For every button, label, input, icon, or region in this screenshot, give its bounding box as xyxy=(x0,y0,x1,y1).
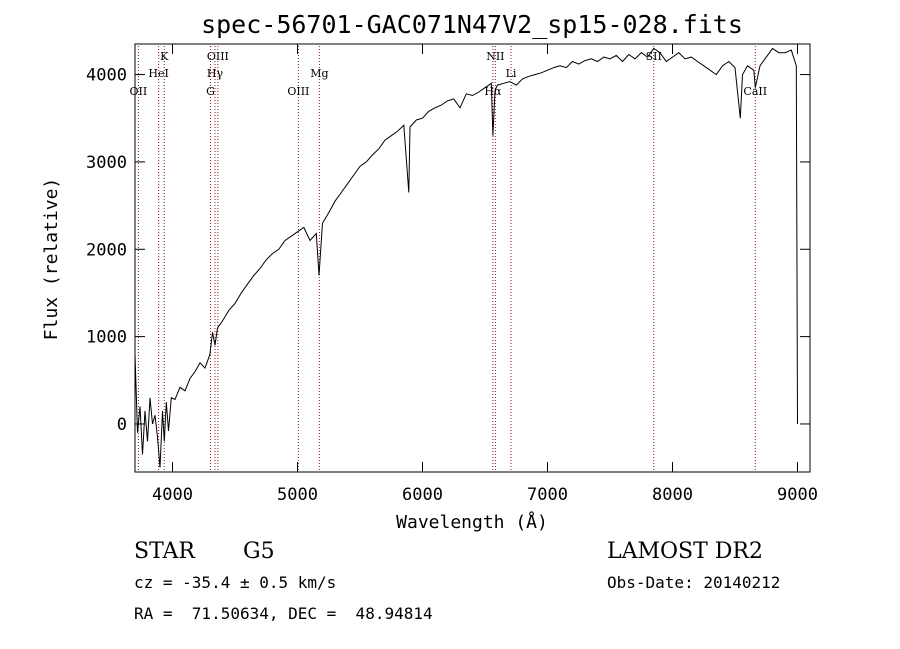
line-label-4: Hγ xyxy=(207,67,224,80)
x-tick-label-5: 9000 xyxy=(777,485,818,505)
x-tick-label-0: 4000 xyxy=(152,485,193,505)
redshift-text: cz = -35.4 ± 0.5 km/s xyxy=(134,573,337,592)
line-label-5: G xyxy=(206,85,215,98)
line-label-1: K xyxy=(160,50,169,63)
radec-text: RA = 71.50634, DEC = 48.94814 xyxy=(134,604,433,623)
y-axis-label: Flux (relative) xyxy=(41,178,62,341)
object-class: STAR xyxy=(134,539,195,564)
y-tick-label-2: 2000 xyxy=(86,240,127,260)
chart-title: spec-56701-GAC071N47V2_sp15-028.fits xyxy=(201,10,743,39)
y-tick-label-4: 4000 xyxy=(86,66,127,86)
y-tick-label-0: 0 xyxy=(117,415,127,435)
survey-name: LAMOST DR2 xyxy=(607,539,763,564)
spectrum-line xyxy=(134,47,798,468)
line-label-10: Hα xyxy=(484,85,502,98)
line-label-6: OIII xyxy=(287,85,309,98)
object-subclass: G5 xyxy=(243,539,275,564)
y-tick-label-3: 3000 xyxy=(86,153,127,173)
line-label-8: NII xyxy=(486,50,504,63)
obs-date-text: Obs-Date: 20140212 xyxy=(607,573,781,592)
axis-ticks: 4000 5000 6000 7000 8000 9000 0 1000 2000 3000 400… xyxy=(86,44,818,505)
line-label-12: CaII xyxy=(743,85,767,98)
line-label-9: Li xyxy=(506,67,517,80)
x-tick-label-1: 5000 xyxy=(277,485,318,505)
x-tick-label-3: 7000 xyxy=(527,485,568,505)
x-tick-label-4: 8000 xyxy=(652,485,693,505)
line-label-3: OIII xyxy=(207,50,229,63)
line-label-0: OII xyxy=(130,85,148,98)
y-tick-label-1: 1000 xyxy=(86,328,127,348)
x-axis-label: Wavelength (Å) xyxy=(396,511,548,533)
line-label-2: HeI xyxy=(148,67,168,80)
line-label-7: Mg xyxy=(310,67,328,80)
x-tick-label-2: 6000 xyxy=(402,485,443,505)
plot-frame xyxy=(134,43,811,473)
